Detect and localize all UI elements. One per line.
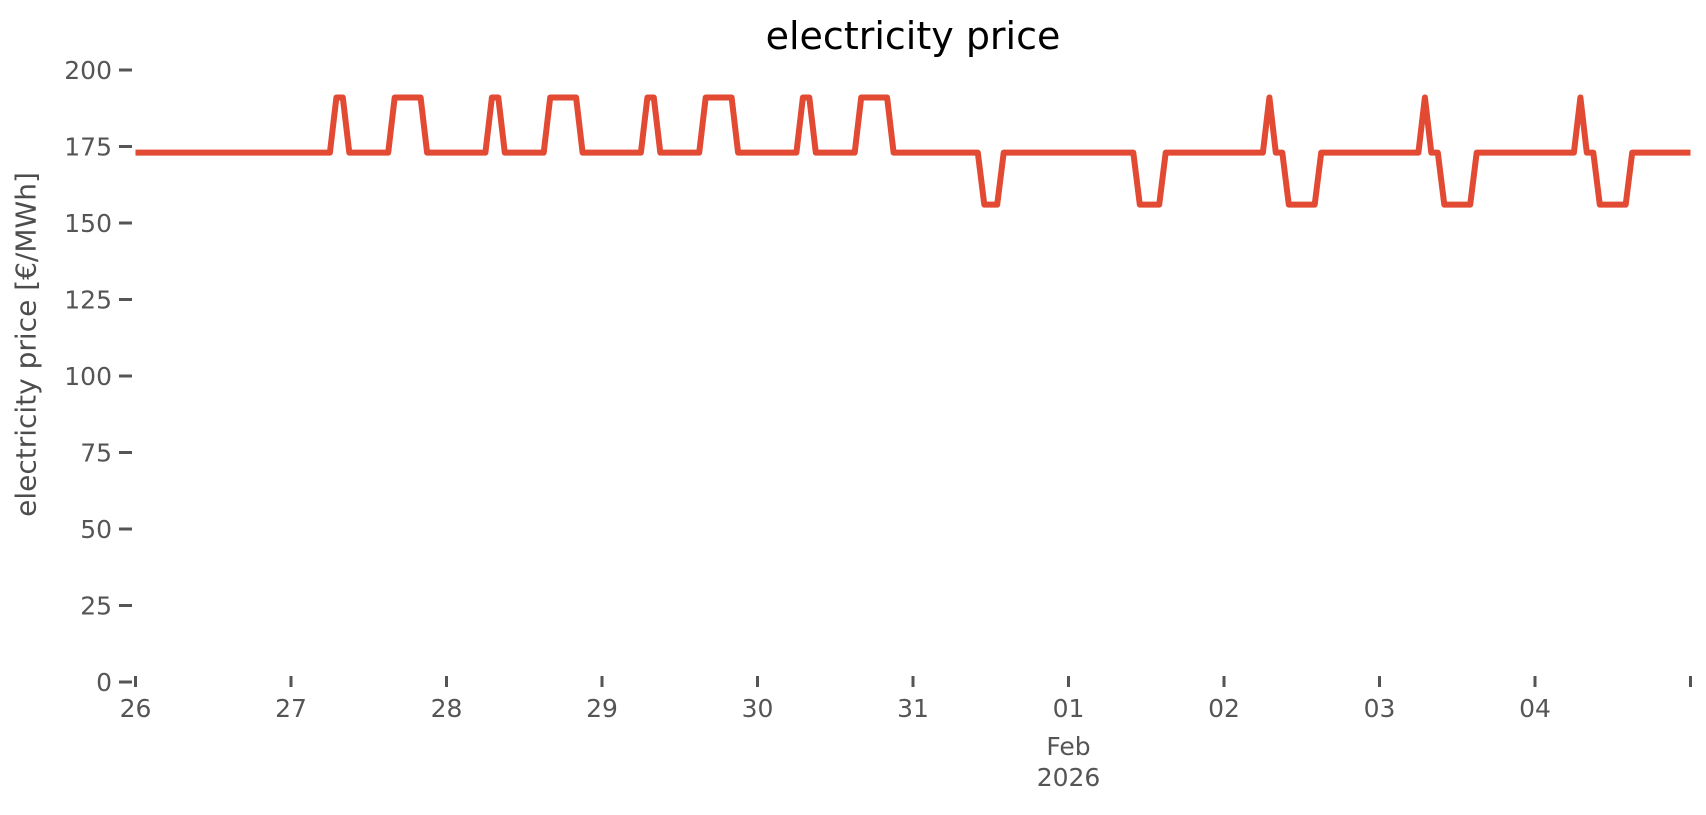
- x-tick-label: 27: [275, 694, 307, 723]
- y-tick-label: 175: [64, 133, 112, 162]
- y-tick-label: 0: [96, 668, 112, 697]
- x-tick-label: 03: [1364, 694, 1396, 723]
- y-tick-label: 200: [64, 56, 112, 85]
- x-tick-label: 01: [1053, 694, 1085, 723]
- y-tick-label: 50: [80, 515, 112, 544]
- y-axis-ticks: 0 25 50 75 100 125 150 175 200: [64, 56, 132, 697]
- y-tick-label: 100: [64, 362, 112, 391]
- x-tick-label: 29: [586, 694, 618, 723]
- x-tick-label: 31: [897, 694, 929, 723]
- x-axis-year-label: 2026: [1037, 763, 1101, 792]
- y-tick-label: 25: [80, 592, 112, 621]
- x-tick-label: 02: [1208, 694, 1240, 723]
- x-tick-label: 30: [742, 694, 774, 723]
- y-axis-label: electricity price [€/MWh]: [9, 172, 43, 517]
- y-tick-label: 125: [64, 286, 112, 315]
- y-tick-label: 75: [80, 439, 112, 468]
- x-tick-label: 04: [1519, 694, 1551, 723]
- y-tick-label: 150: [64, 209, 112, 238]
- price-line: [135, 94, 1691, 208]
- x-axis-ticks: 26 27 28 29 30 31 01 02 03 04: [120, 676, 1692, 723]
- x-tick-label: 28: [431, 694, 463, 723]
- x-axis-month-label: Feb: [1046, 732, 1090, 761]
- x-tick-label: 26: [120, 694, 152, 723]
- chart-title: electricity price: [765, 14, 1061, 58]
